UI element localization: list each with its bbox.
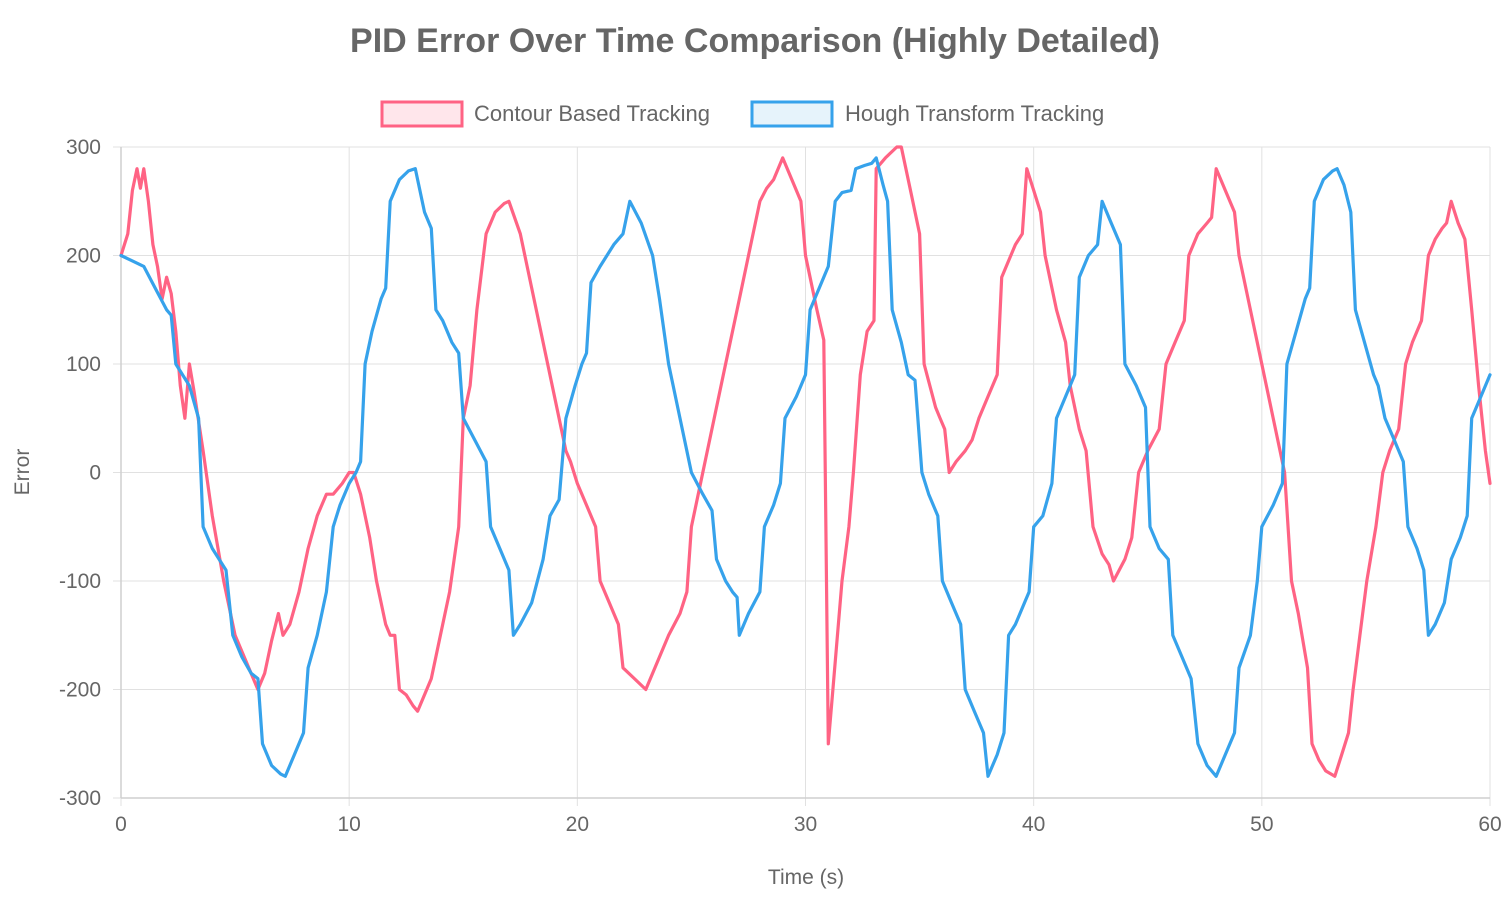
y-tick-label: -200 bbox=[59, 679, 101, 702]
x-tick-label: 0 bbox=[115, 813, 127, 836]
series-line-hough bbox=[119, 156, 1492, 778]
x-tick-label: 50 bbox=[1250, 813, 1273, 836]
y-axis-title: Error bbox=[11, 449, 34, 496]
series bbox=[119, 145, 1492, 778]
legend-swatch-hough bbox=[750, 100, 834, 128]
legend-item-hough[interactable]: Hough Transform Tracking bbox=[750, 100, 1104, 128]
legend-item-contour[interactable]: Contour Based Tracking bbox=[380, 100, 710, 128]
x-tick-label: 10 bbox=[337, 813, 360, 836]
x-tick-label: 60 bbox=[1478, 813, 1501, 836]
x-tick-label: 30 bbox=[794, 813, 817, 836]
y-tick-label: 200 bbox=[66, 245, 101, 268]
legend: Contour Based Tracking Hough Transform T… bbox=[380, 100, 1104, 128]
y-tick-label: 0 bbox=[89, 462, 101, 485]
x-tick-label: 20 bbox=[566, 813, 589, 836]
legend-swatch-contour bbox=[380, 100, 464, 128]
x-axis-title: Time (s) bbox=[768, 866, 844, 889]
legend-label-hough: Hough Transform Tracking bbox=[845, 101, 1104, 126]
chart-title: PID Error Over Time Comparison (Highly D… bbox=[350, 22, 1160, 60]
tick-labels: 300 200 100 0 -100 -200 -300 0 10 20 30 40 50 60 bbox=[59, 136, 1502, 836]
y-tick-label: -300 bbox=[59, 787, 101, 810]
y-tick-label: 300 bbox=[66, 136, 101, 159]
y-tick-label: 100 bbox=[66, 353, 101, 376]
y-tick-label: -100 bbox=[59, 570, 101, 593]
legend-label-contour: Contour Based Tracking bbox=[474, 101, 710, 126]
x-tick-label: 40 bbox=[1022, 813, 1045, 836]
